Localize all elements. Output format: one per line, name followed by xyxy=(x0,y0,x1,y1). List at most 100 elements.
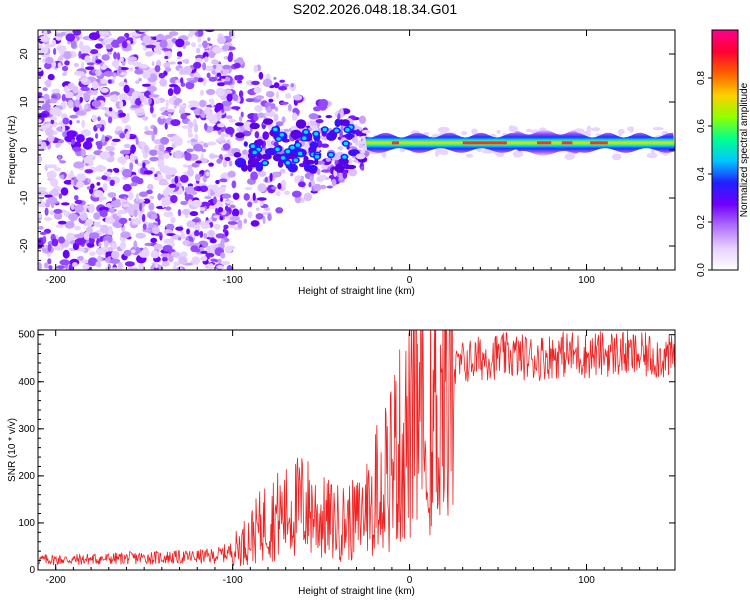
heatmap-cell xyxy=(199,206,206,211)
heatmap-cell xyxy=(186,228,190,235)
heatmap-cell xyxy=(117,156,127,164)
heatmap-cell xyxy=(220,132,225,140)
heatmap-cell xyxy=(161,111,170,116)
heatmap-cell xyxy=(177,209,182,217)
heatmap-cell xyxy=(215,233,226,239)
heatmap-cell xyxy=(107,51,112,55)
heatmap-cell xyxy=(59,259,70,266)
heatmap-cell xyxy=(355,129,361,137)
heatmap-cell xyxy=(88,257,98,266)
heatmap-cell xyxy=(42,103,51,110)
heatmap-cell xyxy=(257,183,267,193)
heatmap-cell xyxy=(291,112,298,121)
heatmap-cell xyxy=(175,38,185,48)
heatmap-cell xyxy=(167,88,174,97)
heatmap-cell xyxy=(169,31,179,36)
heatmap-cell xyxy=(44,207,49,216)
heatmap-cell xyxy=(77,256,84,261)
heatmap-cell xyxy=(72,30,82,36)
heatmap-cell xyxy=(130,249,136,254)
heatmap-cell xyxy=(277,160,284,168)
heatmap-cell xyxy=(121,61,126,66)
heatmap-cell xyxy=(148,94,160,98)
heatmap-cell xyxy=(206,112,212,117)
heatmap-cell xyxy=(194,133,199,141)
heatmap-cell xyxy=(262,161,268,165)
heatmap-cell xyxy=(187,164,193,170)
heatmap-cell xyxy=(233,152,242,158)
heatmap-cell xyxy=(179,107,186,115)
heatmap-cell xyxy=(103,240,109,248)
heatmap-cell xyxy=(204,195,212,200)
heatmap-cell xyxy=(50,178,59,187)
heatmap-cell xyxy=(216,63,224,72)
heatmap-cell xyxy=(47,196,58,204)
heatmap-cell xyxy=(43,30,48,37)
heatmap-cell xyxy=(147,183,154,191)
heatmap-cell xyxy=(51,94,58,100)
heatmap-cell xyxy=(107,247,114,252)
heatmap-cell xyxy=(70,170,74,177)
heatmap-cell xyxy=(209,238,217,244)
heatmap-cell xyxy=(105,216,116,224)
heatmap-cell xyxy=(222,64,232,70)
heatmap-cell xyxy=(174,175,179,184)
heatmap-cell xyxy=(80,61,85,70)
heatmap-cell xyxy=(255,207,260,211)
heatmap-cell xyxy=(325,115,333,119)
heatmap-cell xyxy=(180,251,188,258)
heatmap-cell xyxy=(303,192,313,202)
heatmap-cell xyxy=(216,265,225,269)
heatmap-cell xyxy=(197,187,202,192)
heatmap-cell xyxy=(53,208,63,214)
heatmap-cell xyxy=(170,251,181,257)
colorbar-tick-label: 0.4 xyxy=(696,167,707,181)
heatmap-cell xyxy=(314,154,320,159)
heatmap-cell xyxy=(125,131,130,141)
heatmap-cell xyxy=(168,254,174,263)
heatmap-cell xyxy=(99,236,104,242)
heatmap-cell xyxy=(618,130,623,137)
heatmap-cell xyxy=(163,62,171,69)
heatmap-cell xyxy=(111,250,120,259)
heatmap-cell xyxy=(70,203,75,211)
heatmap-cell xyxy=(45,44,49,53)
heatmap-cell xyxy=(119,100,124,109)
heatmap-cell xyxy=(61,94,66,102)
heatmap-cell xyxy=(197,77,204,83)
heatmap-cell xyxy=(101,107,109,111)
heatmap-cell xyxy=(80,248,86,252)
heatmap-cell xyxy=(180,232,186,239)
heatmap-cell xyxy=(137,112,146,116)
heatmap-cell xyxy=(48,265,53,270)
heatmap-cell xyxy=(173,85,181,95)
heatmap-cell xyxy=(68,264,73,270)
heatmap-cell xyxy=(101,175,108,181)
heatmap-cell xyxy=(190,245,199,253)
heatmap-cell xyxy=(230,84,235,89)
heatmap-cell xyxy=(254,131,260,139)
heatmap-cell xyxy=(148,223,155,229)
heatmap-cell xyxy=(221,100,232,107)
heatmap-cell xyxy=(208,263,214,270)
heatmap-cell xyxy=(133,240,138,250)
heatmap-cell xyxy=(135,80,140,85)
heatmap-cell xyxy=(58,193,62,199)
heatmap-cell xyxy=(93,222,98,226)
heatmap-cell xyxy=(93,190,104,198)
heatmap-cell xyxy=(150,87,154,97)
heatmap-cell xyxy=(256,197,267,201)
heatmap-cell xyxy=(208,115,219,124)
heatmap-cell xyxy=(80,86,90,92)
heatmap-cell xyxy=(150,81,156,86)
snr-xtick-label: -200 xyxy=(46,575,66,586)
heatmap-cell xyxy=(143,170,153,175)
heatmap-cell xyxy=(55,143,60,148)
heatmap-cell xyxy=(149,149,158,156)
heatmap-cell xyxy=(207,188,211,197)
heatmap-cell xyxy=(162,244,173,252)
snr-plot xyxy=(38,330,675,567)
heatmap-cell xyxy=(83,155,94,164)
heatmap-cell xyxy=(38,153,41,163)
heatmap-cell xyxy=(100,78,108,84)
